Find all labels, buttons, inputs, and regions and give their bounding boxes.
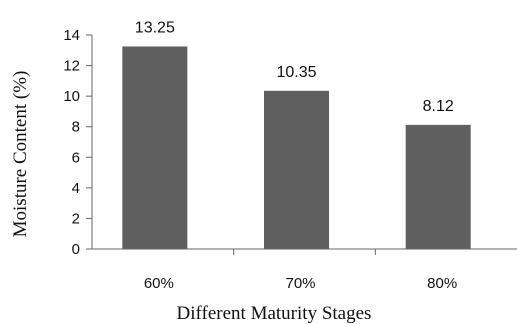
y-tick-label: 4 xyxy=(72,180,80,197)
x-tick-label: 70% xyxy=(285,275,315,292)
bar-80pct xyxy=(405,124,471,249)
bar-70pct xyxy=(264,90,329,250)
y-tick-label: 12 xyxy=(63,58,80,75)
data-label: 13.25 xyxy=(135,19,175,36)
y-tick-label: 14 xyxy=(63,27,80,44)
y-tick-label: 10 xyxy=(63,88,80,105)
bars xyxy=(122,46,471,250)
bar-60pct xyxy=(122,46,188,249)
x-axis-title: Different Maturity Stages xyxy=(177,303,372,324)
data-label: 10.35 xyxy=(276,64,316,81)
data-labels: 13.25 10.35 8.12 xyxy=(135,19,454,114)
data-label: 8.12 xyxy=(423,98,454,115)
y-axis-title: Moisture Content (%) xyxy=(10,71,31,238)
y-axis-ticks: 0 2 4 6 8 10 12 14 xyxy=(63,27,92,258)
x-axis-ticks: 60% 70% 80% xyxy=(144,249,457,292)
y-tick-label: 0 xyxy=(72,241,80,258)
y-tick-label: 8 xyxy=(72,119,80,136)
y-tick-label: 6 xyxy=(72,149,80,166)
x-tick-label: 80% xyxy=(427,275,457,292)
y-tick-label: 2 xyxy=(72,210,80,227)
x-tick-label: 60% xyxy=(144,275,174,292)
